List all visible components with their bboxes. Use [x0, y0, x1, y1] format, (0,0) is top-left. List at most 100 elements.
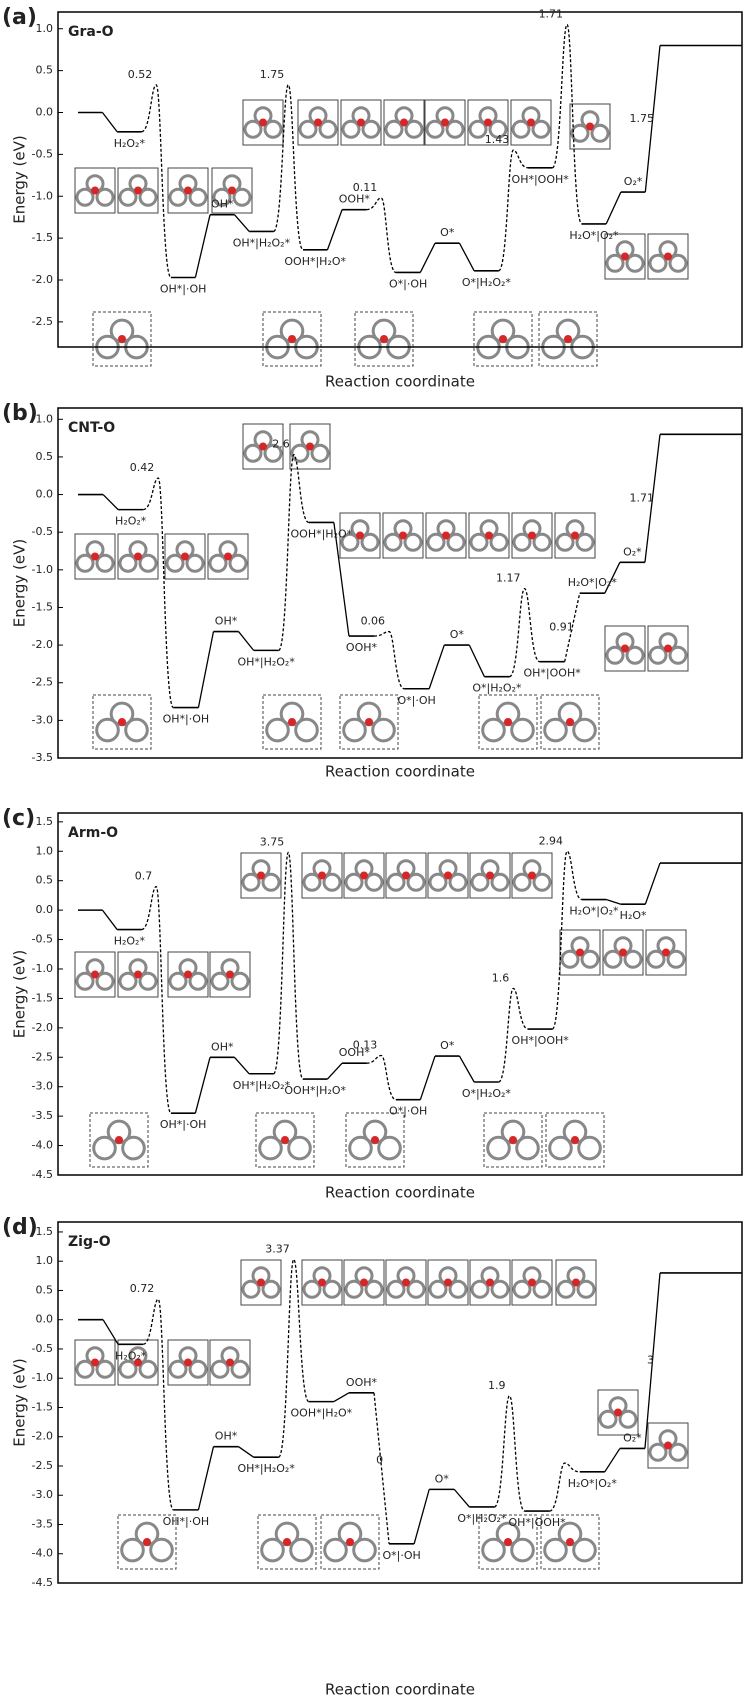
- carbon-ring: [260, 1537, 285, 1563]
- carbon-ring: [555, 532, 575, 552]
- state-label: H₂O*: [620, 909, 647, 922]
- top-view-structure: [469, 852, 511, 899]
- oxygen-atom: [380, 335, 388, 343]
- state-label: O*: [450, 628, 465, 641]
- y-tick-label: -2.0: [32, 1430, 53, 1443]
- carbon-ring: [605, 253, 625, 273]
- carbon-ring: [428, 872, 448, 892]
- oxygen-atom: [564, 335, 572, 343]
- barrier-label: 2.94: [539, 834, 564, 847]
- carbon-ring: [512, 872, 532, 892]
- oxygen-atom: [134, 552, 142, 561]
- y-tick-label: 1.0: [36, 412, 54, 425]
- carbon-ring: [532, 1279, 552, 1299]
- barrier-label: 0.52: [128, 68, 153, 81]
- connector: [458, 1055, 475, 1083]
- top-view-structure: [511, 1259, 553, 1306]
- carbon-ring: [577, 1135, 602, 1161]
- state-label: OH*|H₂O₂*: [237, 655, 295, 668]
- carbon-ring: [243, 443, 263, 463]
- side-view-structure: [473, 311, 533, 367]
- oxygen-atom: [318, 871, 326, 880]
- carbon-ring: [576, 1279, 596, 1299]
- transition-state: [551, 850, 583, 1030]
- state-label: OH*|OOH*: [508, 1516, 566, 1529]
- carbon-ring: [344, 872, 364, 892]
- carbon-ring: [318, 119, 338, 139]
- carbon-ring: [208, 553, 228, 573]
- state-label: OH*|·OH: [160, 1118, 207, 1131]
- y-tick-label: -2.5: [32, 676, 53, 689]
- top-view-structure: [209, 951, 251, 998]
- carbon-ring: [340, 532, 360, 552]
- connector: [194, 214, 211, 278]
- y-tick-label: 0.5: [36, 1283, 54, 1296]
- connector: [419, 1055, 436, 1100]
- barrier-label: 0.7: [135, 870, 153, 883]
- connector: [605, 191, 622, 225]
- top-view-structure: [242, 423, 284, 470]
- y-tick-label: -3.5: [32, 751, 53, 764]
- carbon-ring: [165, 553, 185, 573]
- top-view-structure: [425, 512, 467, 559]
- y-tick-label: 0.5: [36, 874, 54, 887]
- carbon-ring: [95, 717, 120, 743]
- barrier-label: 0.91: [549, 620, 574, 633]
- state-label: OH*|H₂O₂*: [237, 1462, 295, 1475]
- barrier-label: 1.9: [488, 1379, 506, 1392]
- panel: (b) CNT-O Energy (eV) Reaction coordinate 1.…: [2, 401, 743, 781]
- carbon-ring: [548, 1135, 573, 1161]
- carbon-ring: [377, 1135, 402, 1161]
- oxygen-atom: [306, 442, 314, 451]
- oxygen-atom: [360, 1278, 368, 1287]
- barrier-label: 1.71: [539, 8, 564, 21]
- carbon-ring: [426, 532, 446, 552]
- y-tick-label: -1.0: [32, 962, 53, 975]
- panel: (c) Arm-O Energy (eV) Reaction coordinate 1.…: [2, 806, 743, 1202]
- side-view-structure: [545, 1112, 605, 1168]
- carbon-ring: [668, 253, 688, 273]
- panel: (a) Gra-O Energy (eV) Reaction coordinate 1.…: [2, 5, 743, 391]
- oxygen-atom: [484, 118, 492, 127]
- y-tick-label: -3.5: [32, 1517, 53, 1530]
- oxygen-atom: [357, 118, 365, 127]
- top-view-structure: [117, 167, 159, 214]
- oxygen-atom: [527, 118, 535, 127]
- y-tick-label: -2.5: [32, 1459, 53, 1472]
- carbon-ring: [241, 1279, 261, 1299]
- carbon-ring: [531, 119, 551, 139]
- state-label: O*: [435, 1472, 450, 1485]
- carbon-ring: [121, 1135, 146, 1161]
- oxygen-atom: [356, 531, 364, 540]
- oxygen-atom: [571, 531, 579, 540]
- carbon-ring: [648, 253, 668, 273]
- panel-label: (a): [2, 5, 37, 30]
- oxygen-atom: [318, 1278, 326, 1287]
- connector: [644, 434, 661, 563]
- carbon-ring: [241, 872, 261, 892]
- oxygen-atom: [184, 970, 192, 979]
- oxygen-atom: [360, 871, 368, 880]
- carbon-ring: [230, 971, 250, 991]
- carbon-ring: [287, 1135, 312, 1161]
- panel-label: (d): [2, 1215, 38, 1240]
- carbon-ring: [185, 553, 205, 573]
- carbon-ring: [232, 187, 252, 207]
- carbon-ring: [168, 187, 188, 207]
- connector: [468, 644, 485, 677]
- top-view-structure: [343, 852, 385, 899]
- oxygen-atom: [91, 1358, 99, 1367]
- y-tick-label: -1.0: [32, 189, 53, 202]
- carbon-ring: [371, 717, 396, 743]
- oxygen-atom: [504, 718, 512, 726]
- carbon-ring: [118, 971, 138, 991]
- plot-frame: [57, 11, 743, 348]
- carbon-ring: [118, 553, 138, 573]
- state-label: OH*: [211, 198, 234, 211]
- y-tick-label: -1.0: [32, 563, 53, 576]
- y-tick-label: 0.0: [36, 903, 54, 916]
- state-label: H₂O*|O₂*: [569, 229, 619, 242]
- carbon-ring: [618, 1409, 638, 1429]
- top-view-structure: [289, 423, 331, 470]
- top-view-structure: [510, 99, 552, 146]
